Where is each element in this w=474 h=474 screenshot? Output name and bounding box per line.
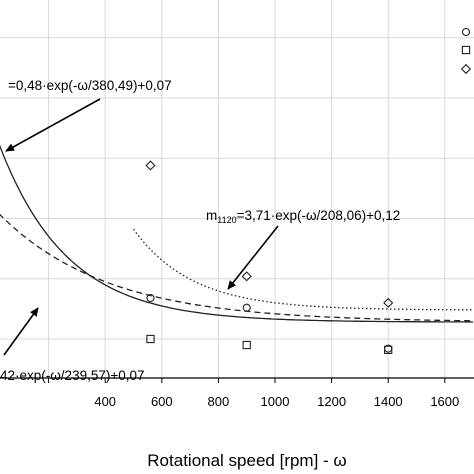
legend-marker-diamond — [460, 63, 472, 75]
fit-curve-circle — [0, 213, 474, 322]
x-tick-label: 1000 — [261, 394, 290, 409]
fit-curve-square — [0, 144, 474, 323]
data-point-diamond — [383, 297, 394, 308]
x-tick-label: 1400 — [374, 394, 403, 409]
legend-marker-circle — [461, 27, 471, 37]
x-axis-title: Rotational speed [rpm] - ω — [147, 451, 346, 470]
equation-label-diamond: m1120=3,71·exp(-ω/208,06)+0,12 — [206, 208, 400, 225]
annotations: =0,48·exp(-ω/380,49)+0,07 42·exp(-ω/239,… — [0, 78, 400, 383]
annotation-arrow-square — [3, 307, 39, 356]
x-tick-label: 800 — [208, 394, 230, 409]
data-point-circle — [146, 293, 155, 303]
x-tick-label: 1600 — [430, 394, 459, 409]
data-point-square — [384, 345, 393, 354]
data-point-square — [146, 334, 155, 344]
data-point-diamond — [241, 271, 252, 282]
annotation-arrow-diamond — [227, 225, 279, 290]
axes: 04006008001000120014001600 — [0, 98, 474, 409]
legend-marker-square — [461, 45, 471, 55]
annotation-arrow-circle — [5, 98, 101, 152]
equation-symbol: m — [206, 208, 217, 223]
equation-subscript: 1120 — [217, 215, 236, 225]
data-point-square — [242, 340, 251, 350]
data-point-circle — [242, 303, 251, 312]
equation-label-circle: =0,48·exp(-ω/380,49)+0,07 — [8, 78, 172, 93]
equation-text: =3,71·exp(-ω/208,06)+0,12 — [237, 208, 401, 223]
fit-curve-diamond — [132, 228, 474, 311]
x-tick-label: 1200 — [317, 394, 346, 409]
data-points — [145, 160, 394, 354]
data-point-diamond — [145, 160, 156, 171]
x-tick-label: 600 — [151, 394, 173, 409]
equation-label-square: 42·exp(-ω/239,57)+0,07 — [0, 368, 145, 383]
fit-curves — [0, 144, 474, 323]
grid-lines — [0, 0, 474, 378]
x-tick-label: 400 — [94, 394, 116, 409]
legend — [460, 27, 472, 75]
